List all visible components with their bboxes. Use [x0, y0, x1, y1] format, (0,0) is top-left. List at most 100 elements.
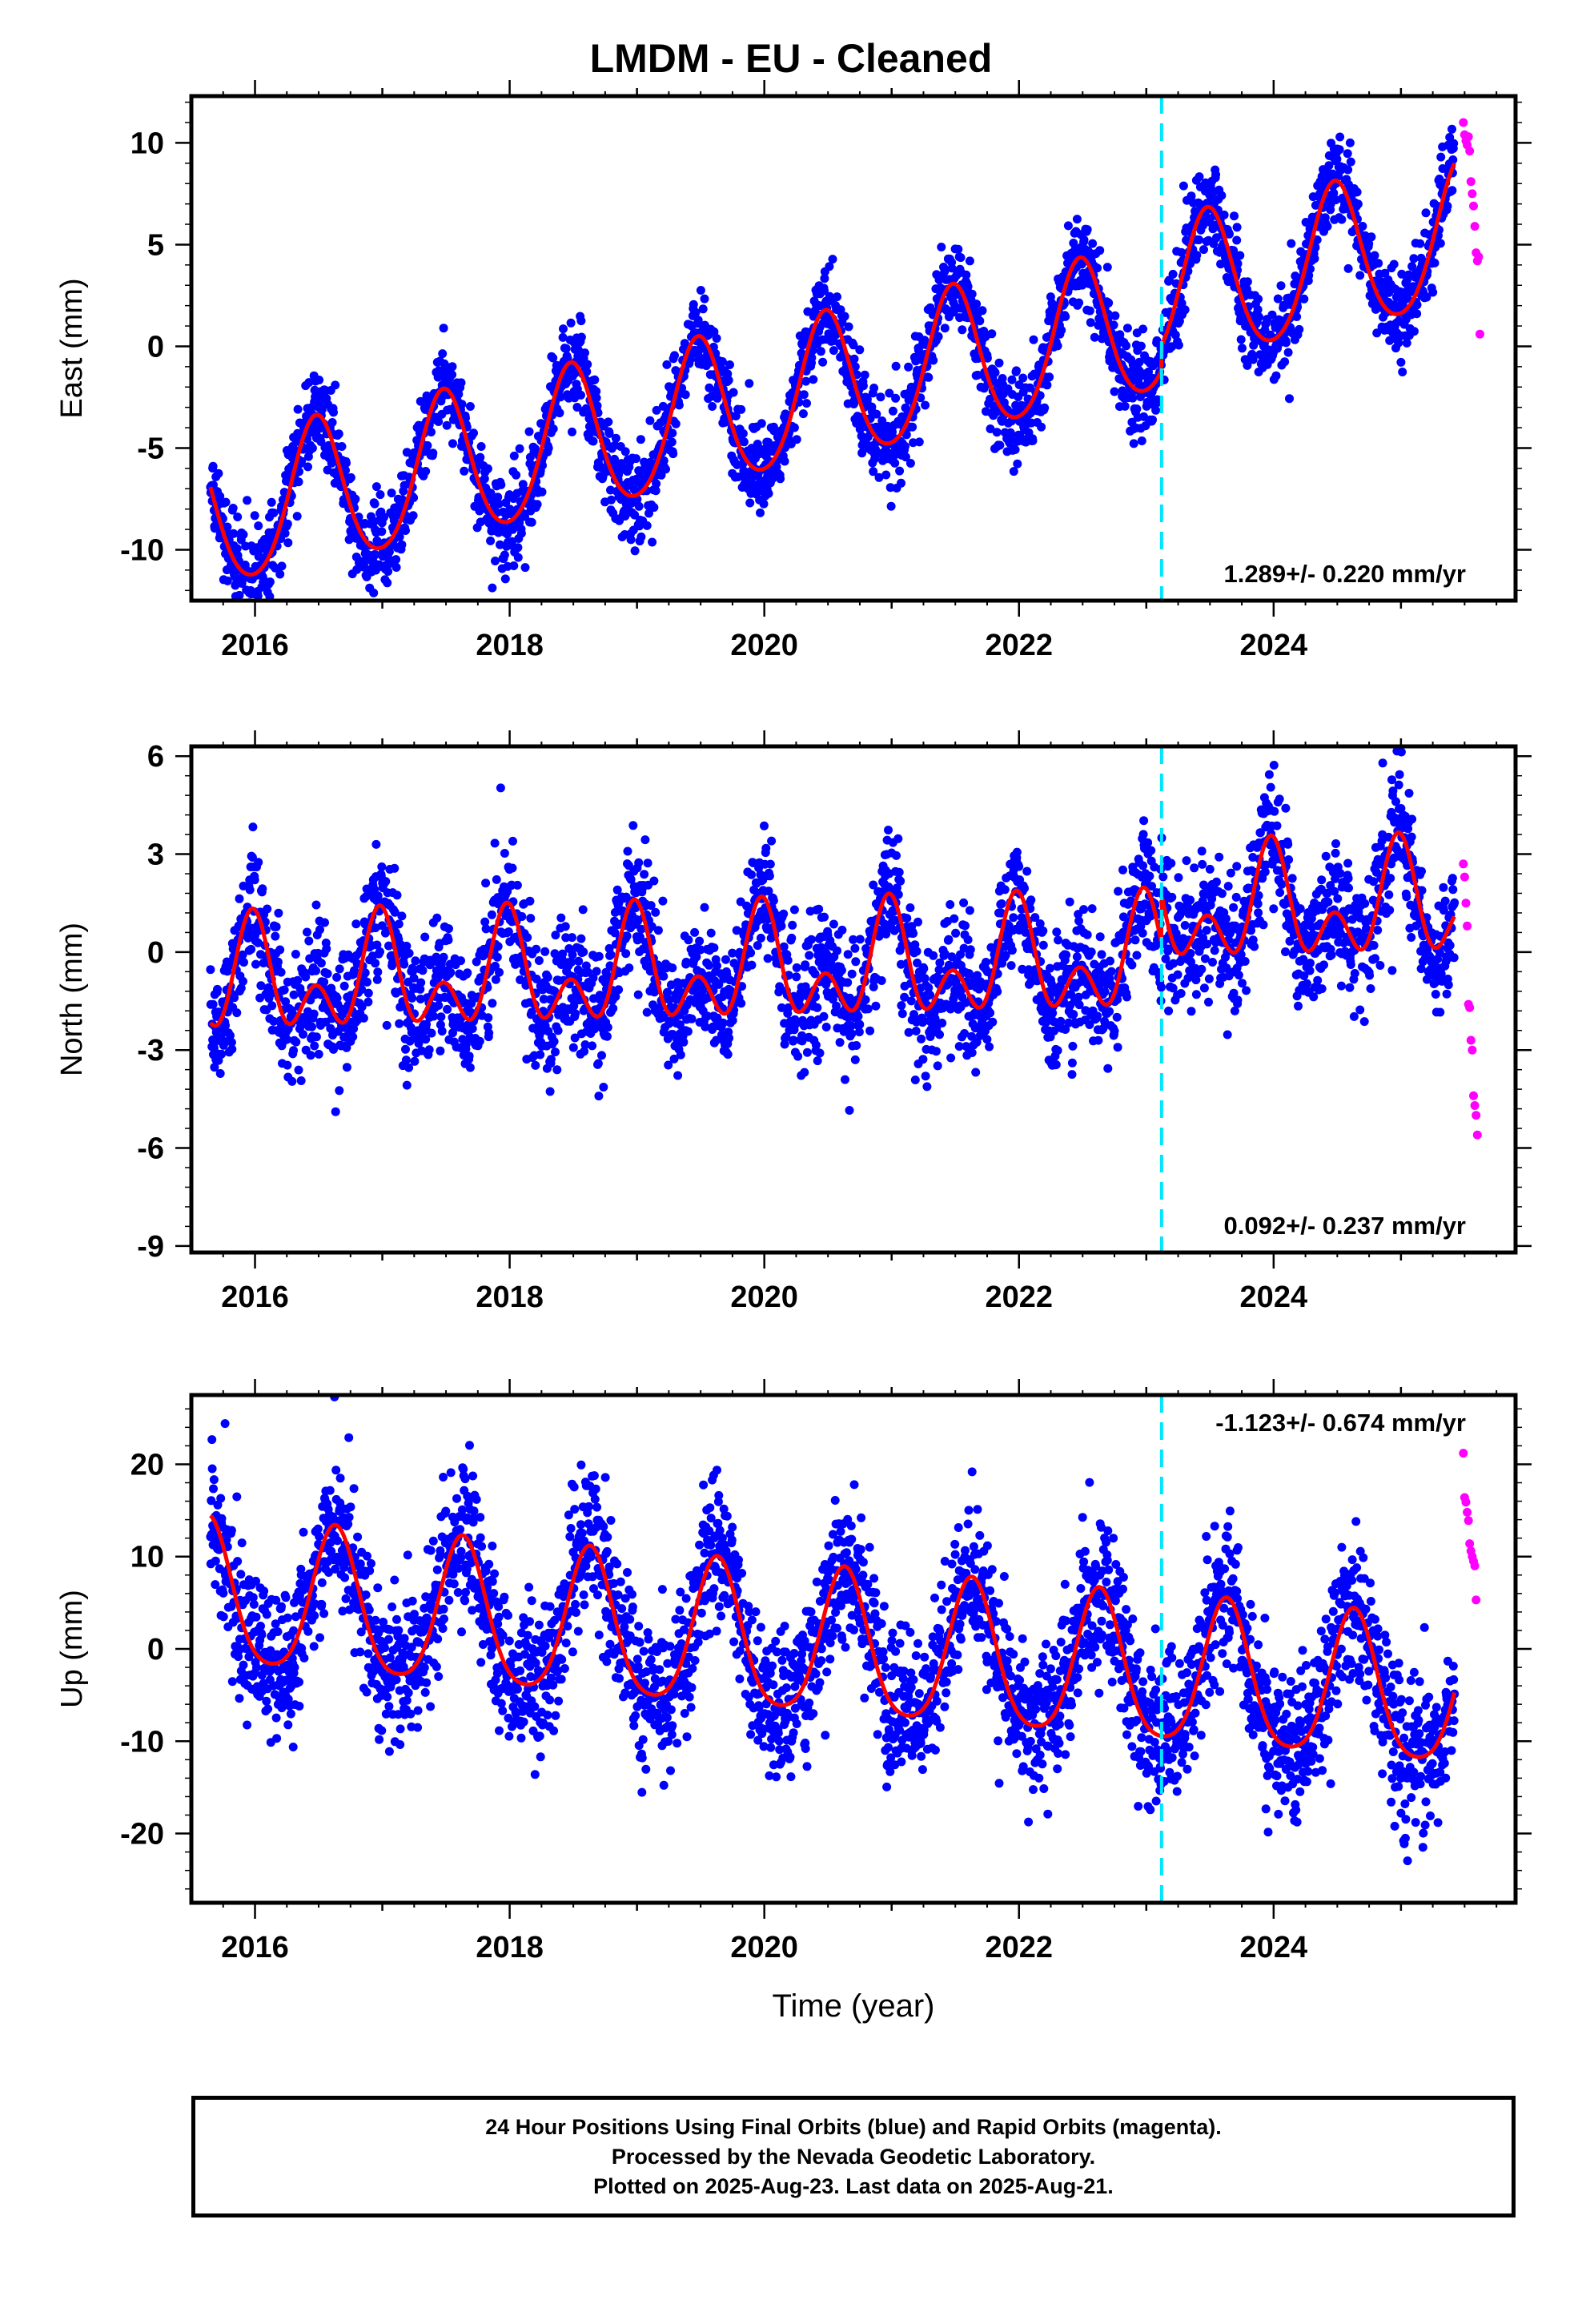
data-point-final — [661, 464, 670, 474]
data-point-final — [517, 912, 527, 921]
data-point-final — [1422, 292, 1431, 302]
data-point-final — [480, 474, 489, 484]
data-point-final — [788, 920, 797, 930]
data-point-final — [849, 340, 858, 350]
data-point-final — [978, 306, 987, 316]
data-point-final — [1335, 132, 1345, 142]
data-point-final — [818, 357, 828, 367]
data-point-final — [1255, 312, 1264, 322]
data-point-final — [1312, 235, 1322, 244]
data-point-final — [363, 988, 373, 998]
data-point-final — [469, 428, 478, 438]
data-point-final — [1132, 404, 1142, 414]
data-point-final — [904, 362, 913, 372]
data-point-final — [651, 486, 661, 496]
data-point-final — [802, 399, 811, 408]
data-point-final — [1355, 271, 1365, 280]
data-point-final — [371, 839, 381, 849]
data-point-final — [789, 905, 799, 915]
data-point-final — [850, 362, 860, 372]
data-point-final — [1093, 263, 1102, 273]
data-point-final — [973, 370, 982, 380]
data-point-final — [1310, 254, 1319, 263]
data-point-final — [691, 308, 701, 317]
data-point-final — [1273, 294, 1283, 304]
data-point-final — [217, 1049, 227, 1059]
data-point-final — [669, 449, 678, 459]
data-point-final — [424, 1045, 434, 1055]
data-point-final — [725, 360, 734, 369]
data-point-final — [690, 927, 700, 937]
data-point-final — [835, 1038, 845, 1047]
data-point-final — [606, 495, 616, 505]
data-point-final — [383, 578, 392, 588]
data-point-final — [359, 1013, 368, 1023]
data-point-final — [992, 428, 1002, 437]
data-point-final — [611, 433, 620, 443]
data-point-final — [334, 429, 343, 439]
data-point-final — [436, 1012, 446, 1022]
data-point-final — [855, 345, 865, 355]
data-point-final — [309, 1009, 319, 1019]
data-point-final — [1072, 215, 1082, 224]
data-point-final — [548, 353, 558, 363]
data-point-final — [872, 409, 881, 419]
data-point-final — [1346, 157, 1355, 167]
data-point-final — [383, 567, 393, 576]
data-point-final — [476, 452, 485, 462]
data-point-final — [484, 1028, 494, 1038]
data-point-final — [698, 304, 708, 314]
data-point-final — [532, 500, 542, 509]
data-point-final — [530, 444, 540, 453]
data-point-final — [833, 946, 841, 955]
data-point-final — [599, 1083, 608, 1092]
data-point-final — [488, 999, 497, 1008]
data-point-final — [1082, 225, 1092, 235]
data-point-final — [700, 294, 709, 304]
data-point-final — [319, 977, 329, 987]
data-point-final — [391, 563, 401, 572]
data-point-final — [500, 849, 509, 858]
data-point-final — [679, 1037, 689, 1047]
data-point-final — [1168, 269, 1178, 279]
data-point-final — [1129, 439, 1138, 448]
data-point-final — [1380, 268, 1390, 278]
data-point-final — [640, 870, 649, 879]
data-point-final — [556, 913, 566, 923]
data-point-final — [1105, 356, 1114, 366]
data-point-final — [947, 263, 957, 273]
data-point-final — [642, 1007, 652, 1017]
data-point-final — [464, 1051, 474, 1061]
data-point-final — [209, 1043, 219, 1053]
data-point-final — [1394, 338, 1403, 348]
data-point-final — [847, 969, 857, 979]
data-point-final — [294, 1065, 303, 1075]
data-point-final — [843, 950, 853, 959]
data-point-final — [513, 543, 523, 553]
model-fit-line — [208, 162, 1456, 577]
x-tick-label: 2016 — [221, 629, 289, 662]
data-point-final — [287, 1076, 297, 1086]
data-point-final — [416, 396, 425, 406]
data-point-final — [696, 286, 705, 295]
x-tick-label: 2022 — [985, 629, 1053, 662]
data-point-final — [297, 456, 307, 466]
data-point-final — [423, 440, 432, 450]
data-point-final — [793, 1051, 803, 1061]
data-point-final — [592, 967, 601, 976]
data-point-final — [370, 499, 379, 509]
data-point-final — [687, 1014, 697, 1023]
data-point-final — [307, 444, 317, 453]
data-point-final — [695, 936, 705, 946]
data-point-final — [483, 464, 492, 473]
data-point-final — [392, 891, 402, 900]
data-point-final — [420, 932, 430, 942]
data-point-final — [387, 489, 396, 498]
data-point-final — [301, 972, 311, 982]
data-point-final — [684, 935, 693, 945]
data-point-final — [295, 467, 303, 476]
data-point-final — [243, 496, 252, 505]
data-point-final — [808, 345, 817, 355]
